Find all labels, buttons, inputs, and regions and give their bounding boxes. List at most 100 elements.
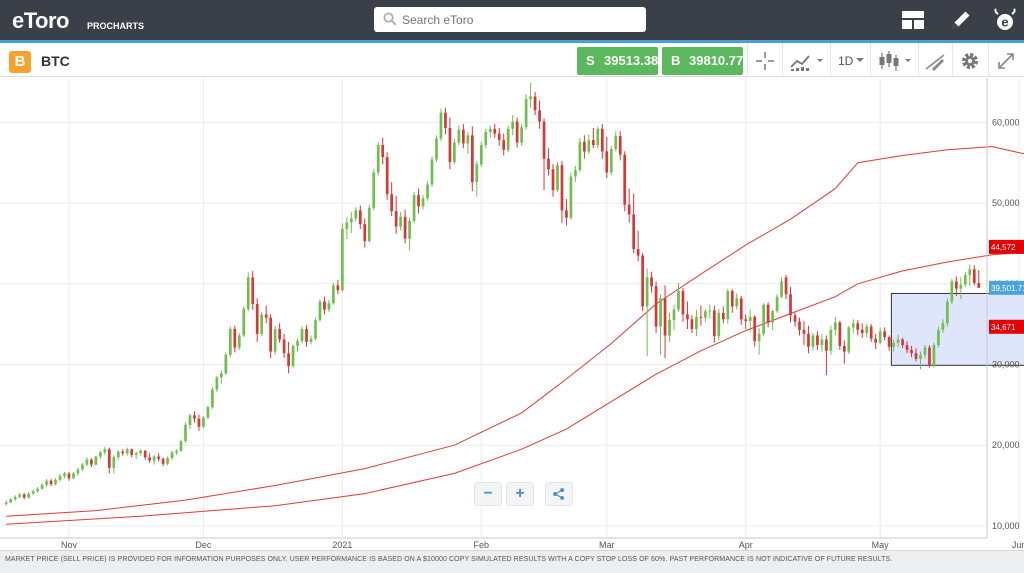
candle-body: [816, 335, 819, 346]
candle: [695, 309, 698, 337]
candle: [654, 281, 658, 334]
search-input[interactable]: [402, 10, 638, 29]
fullscreen-icon[interactable]: [993, 47, 1019, 75]
candle-body: [712, 310, 716, 337]
drawing-tools-icon[interactable]: [922, 47, 948, 75]
layout-icon[interactable]: [900, 7, 926, 33]
candlestick-icon[interactable]: [876, 47, 914, 75]
candle: [403, 209, 407, 244]
price-label-box: [989, 280, 1024, 295]
candle: [18, 492, 22, 499]
candle-body: [341, 228, 344, 291]
candle-body: [937, 329, 940, 346]
timeframe-selector[interactable]: 1D: [836, 47, 866, 75]
candle-body: [609, 149, 613, 173]
candle: [81, 462, 84, 472]
candle-body: [690, 319, 694, 329]
candle-body: [618, 136, 622, 155]
share-icon[interactable]: [545, 482, 573, 506]
sell-button[interactable]: S 39513.38: [577, 47, 658, 75]
candle: [390, 182, 394, 216]
candle: [802, 320, 806, 346]
candle: [260, 312, 264, 337]
candle-body: [757, 333, 761, 342]
candle-body: [488, 128, 492, 133]
chart-area[interactable]: 10,00020,00030,00040,00050,00060,000NovD…: [0, 78, 1024, 550]
etoro-e-icon[interactable]: e: [992, 7, 1018, 33]
candle-body: [677, 291, 680, 310]
candle: [220, 370, 223, 384]
candle: [591, 128, 595, 149]
candle: [246, 272, 250, 312]
sell-letter: S: [586, 53, 595, 68]
candle: [529, 82, 532, 108]
candle: [645, 268, 649, 357]
zoom-out-button[interactable]: −: [474, 482, 502, 506]
candle-body: [430, 159, 434, 185]
candle-body: [408, 220, 411, 239]
candle-body: [591, 140, 595, 145]
candle-body: [439, 112, 443, 139]
zoom-in-button[interactable]: +: [506, 482, 534, 506]
candle: [901, 337, 904, 349]
candle-body: [372, 172, 376, 208]
crosshair-icon[interactable]: [752, 47, 778, 75]
chart-type-icon[interactable]: [788, 47, 826, 75]
price-chart[interactable]: 10,00020,00030,00040,00050,00060,000NovD…: [0, 78, 1024, 550]
candle-body: [255, 303, 259, 334]
price-label-text: 34,671: [991, 323, 1016, 332]
candle: [121, 449, 125, 456]
gear-icon[interactable]: [957, 47, 983, 75]
candle-body: [511, 121, 515, 129]
candle: [717, 308, 721, 341]
moving-average-fast: [6, 146, 1024, 517]
search-box[interactable]: [374, 7, 646, 32]
candle: [914, 348, 918, 362]
candle: [448, 117, 452, 170]
candle-body: [932, 345, 936, 366]
candle: [677, 282, 680, 313]
candle: [4, 500, 8, 506]
pencil-icon[interactable]: [948, 7, 974, 33]
candle: [946, 298, 949, 327]
candle: [251, 270, 255, 310]
candle: [457, 125, 461, 145]
candle: [650, 271, 653, 293]
candle-body: [94, 456, 98, 465]
candle-body: [112, 457, 116, 468]
candle: [255, 298, 259, 342]
candle: [672, 304, 676, 331]
candle: [193, 411, 196, 423]
candle-body: [121, 451, 125, 454]
candle-body: [323, 301, 326, 310]
candle: [85, 457, 89, 467]
candle-body: [955, 281, 958, 289]
candle-body: [206, 407, 210, 418]
toolbar-divider: [782, 43, 783, 77]
candle-body: [529, 96, 532, 99]
candle-body: [807, 333, 810, 347]
buy-button[interactable]: B 39810.77: [662, 47, 743, 75]
etoro-logo[interactable]: eToro: [12, 8, 69, 33]
candle-body: [869, 326, 873, 339]
toolbar-divider: [747, 43, 748, 77]
candle: [704, 308, 707, 322]
candle-body: [484, 132, 488, 145]
candle-body: [551, 169, 555, 191]
candle: [90, 458, 93, 467]
candle-body: [874, 338, 878, 343]
candle-body: [228, 328, 232, 355]
candle-body: [614, 136, 618, 150]
candle-body: [197, 418, 201, 427]
candle: [829, 325, 833, 355]
candle-body: [699, 316, 703, 318]
sell-price: 39513.38: [604, 53, 659, 68]
candle: [237, 333, 241, 350]
candle: [152, 454, 156, 465]
candle-body: [309, 338, 313, 342]
candle: [910, 345, 913, 358]
x-tick-label: May: [872, 540, 890, 550]
candle-body: [166, 458, 169, 464]
candle-body: [466, 135, 470, 144]
candle: [641, 253, 644, 312]
